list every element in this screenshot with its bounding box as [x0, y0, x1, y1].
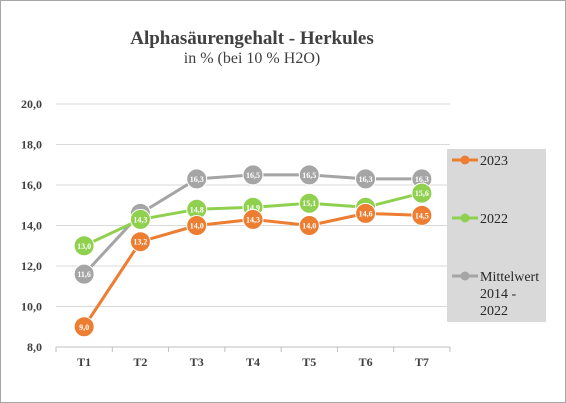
data-point [355, 202, 377, 224]
data-label: 14,5 [415, 211, 429, 220]
y-tick-label: 18,0 [21, 138, 42, 152]
legend-swatch-marker [460, 213, 470, 223]
data-point [73, 235, 95, 257]
data-point [186, 168, 208, 190]
legend-swatch-marker [460, 271, 470, 281]
data-point [355, 168, 377, 190]
y-tick-label: 10,0 [21, 300, 42, 314]
data-label: 14,0 [190, 222, 204, 231]
data-label: 16,5 [246, 171, 260, 180]
data-point [298, 164, 320, 186]
legend-box [447, 149, 546, 322]
series-points: 11,6 14,6 16,3 16,5 16,5 16,3 16,3 13,0 14,3 14,8… [73, 164, 433, 338]
data-label: 16,3 [415, 175, 429, 184]
data-point [73, 316, 95, 338]
data-point [411, 204, 433, 226]
legend-label: 2022 [480, 304, 508, 319]
data-label: 13,0 [77, 242, 91, 251]
legend-swatch-marker [460, 155, 470, 165]
legend: 2023 2022 Mittelwert 2014 - 2022 [452, 154, 539, 319]
data-label: 16,5 [302, 171, 316, 180]
legend-label: 2014 - [480, 287, 517, 302]
data-point [298, 215, 320, 236]
legend-label: Mittelwert [480, 270, 539, 285]
data-point [73, 263, 95, 285]
data-label: 13,2 [133, 238, 147, 247]
data-label: 14,3 [133, 215, 147, 224]
data-label: 16,3 [190, 175, 204, 184]
x-tick-label: T1 [77, 355, 91, 369]
data-point [186, 215, 208, 236]
data-label: 14,9 [246, 203, 260, 212]
data-label: 14,6 [359, 209, 373, 218]
data-label: 14,3 [246, 215, 260, 224]
y-tick-label: 12,0 [21, 259, 42, 273]
x-tick-label: T3 [190, 355, 204, 369]
data-label: 15,1 [302, 199, 316, 208]
x-tick-label: T4 [246, 355, 260, 369]
data-label: 9,0 [79, 323, 89, 332]
y-tick-label: 14,0 [21, 219, 42, 233]
x-axis-ticks: T1 T2 T3 T4 T5 T6 T7 [55, 347, 451, 369]
legend-label: 2022 [480, 212, 508, 227]
chart-subtitle: in % (bei 10 % H2O) [184, 50, 320, 67]
data-label: 11,6 [77, 270, 91, 279]
data-point [129, 231, 151, 253]
y-tick-label: 8,0 [27, 340, 42, 354]
x-tick-label: T5 [302, 355, 316, 369]
data-point [242, 208, 264, 230]
y-tick-label: 20,0 [21, 97, 42, 111]
data-label: 14,0 [302, 222, 316, 231]
data-point [411, 182, 433, 204]
y-axis-ticks: 8,0 10,0 12,0 14,0 16,0 18,0 20,0 [21, 97, 42, 354]
data-label: 16,3 [359, 175, 373, 184]
data-point [242, 164, 264, 186]
legend-label: 2023 [480, 154, 508, 169]
chart-title: Alphasäurengehalt - Herkules [130, 28, 374, 49]
x-tick-label: T6 [359, 355, 373, 369]
y-tick-label: 16,0 [21, 178, 42, 192]
data-label: 14,8 [190, 205, 204, 214]
data-point [298, 192, 320, 214]
x-tick-label: T2 [133, 355, 147, 369]
series-line [82, 211, 422, 328]
data-label: 15,6 [415, 189, 429, 198]
grid [56, 103, 450, 348]
x-tick-label: T7 [415, 355, 429, 369]
data-point [129, 208, 151, 230]
